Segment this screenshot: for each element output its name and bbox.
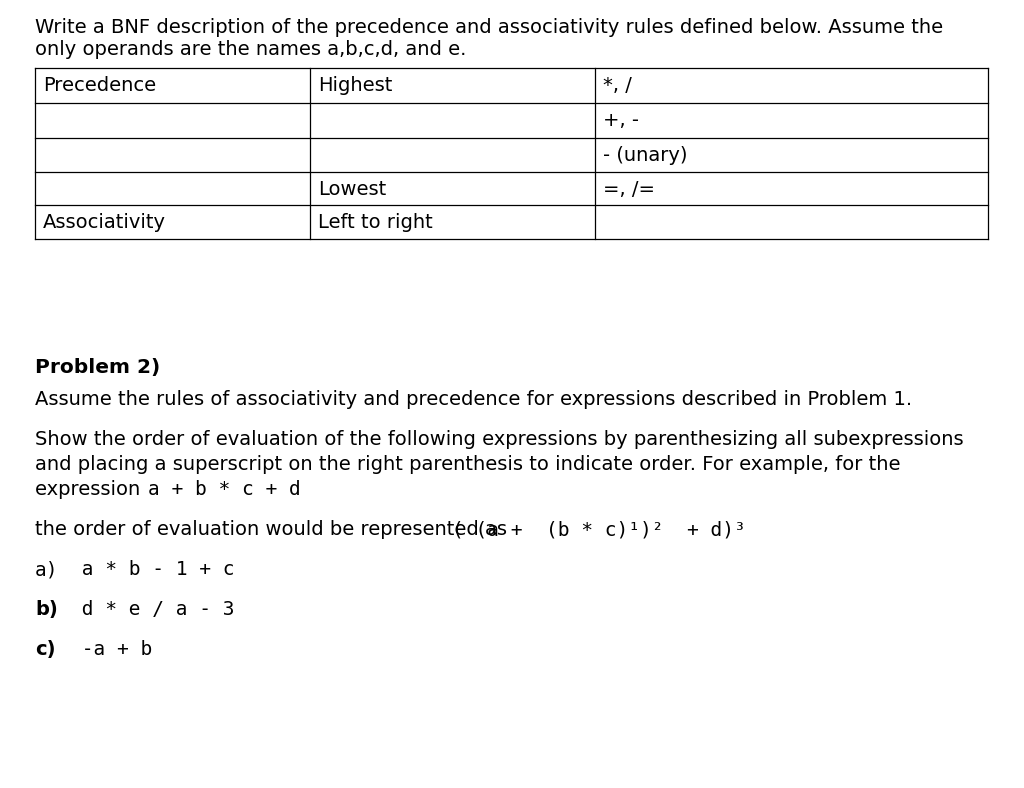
Text: ( (a +  (b * c)¹)²  + d)³: ( (a + (b * c)¹)² + d)³ [452, 520, 745, 539]
Text: Associativity: Associativity [43, 213, 166, 232]
Text: Lowest: Lowest [318, 180, 386, 199]
Text: - (unary): - (unary) [603, 146, 687, 165]
Text: c): c) [35, 640, 55, 659]
Text: Highest: Highest [318, 76, 392, 95]
Text: Assume the rules of associativity and precedence for expressions described in Pr: Assume the rules of associativity and pr… [35, 390, 912, 409]
Text: Show the order of evaluation of the following expressions by parenthesizing all : Show the order of evaluation of the foll… [35, 430, 964, 449]
Text: d * e / a - 3: d * e / a - 3 [70, 600, 234, 619]
Text: a * b - 1 + c: a * b - 1 + c [70, 560, 234, 579]
Text: *, /: *, / [603, 76, 632, 95]
Text: +, -: +, - [603, 111, 639, 130]
Text: only operands are the names a,b,c,d, and e.: only operands are the names a,b,c,d, and… [35, 40, 466, 59]
Text: Write a BNF description of the precedence and associativity rules defined below.: Write a BNF description of the precedenc… [35, 18, 943, 37]
Text: =, /=: =, /= [603, 180, 655, 199]
Text: b): b) [35, 600, 57, 619]
Text: a): a) [35, 560, 58, 579]
Text: and placing a superscript on the right parenthesis to indicate order. For exampl: and placing a superscript on the right p… [35, 455, 900, 474]
Text: -a + b: -a + b [70, 640, 153, 659]
Text: the order of evaluation would be represented as: the order of evaluation would be represe… [35, 520, 519, 539]
Text: a + b * c + d: a + b * c + d [148, 480, 301, 499]
Text: Precedence: Precedence [43, 76, 156, 95]
Text: Problem 2): Problem 2) [35, 358, 160, 377]
Text: expression: expression [35, 480, 153, 499]
Text: Left to right: Left to right [318, 213, 433, 232]
